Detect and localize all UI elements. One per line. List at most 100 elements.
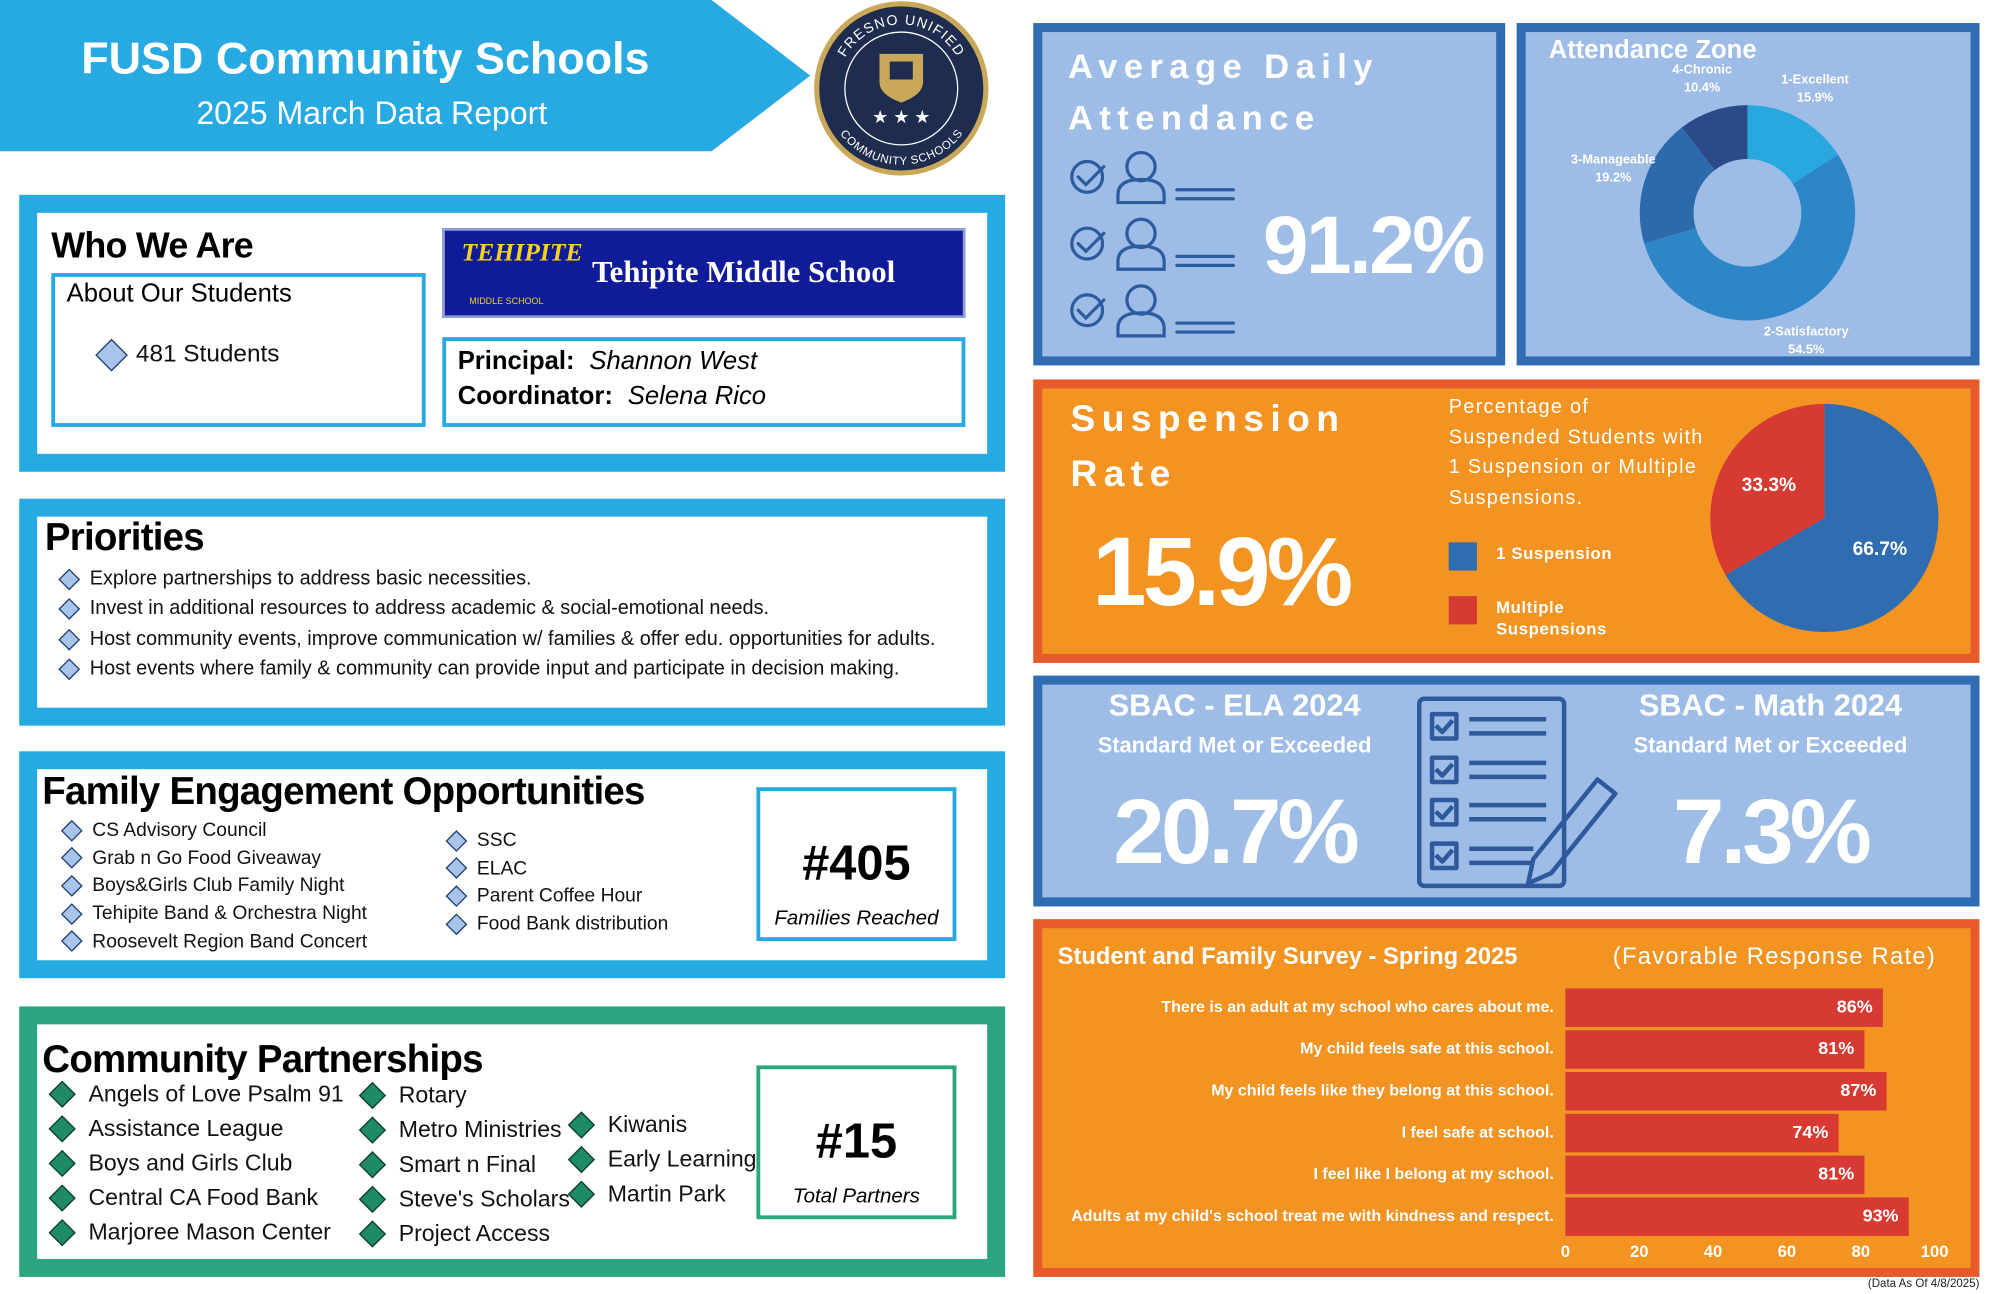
partner-item: Metro Ministries <box>358 1116 562 1144</box>
chart-subtitle: (Favorable Response Rate) <box>1613 944 1936 970</box>
principal-line: Principal: Shannon West <box>458 347 757 376</box>
slice <box>1747 105 1838 184</box>
bar <box>1565 988 1883 1027</box>
partner-item-text: Martin Park <box>607 1180 726 1207</box>
bullet <box>445 857 468 880</box>
families-count-box: #405 Families Reached <box>756 787 957 942</box>
slice-category: 3-Manageable <box>1571 152 1656 167</box>
bar <box>1565 1030 1865 1069</box>
staff-box <box>442 337 966 427</box>
bar <box>1565 1113 1839 1153</box>
header-banner: FUSD Community Schools 2025 March Data R… <box>0 0 811 152</box>
attendance-value: 91.2% <box>1262 198 1485 292</box>
suspension-value: 15.9% <box>1092 517 1353 627</box>
school-logo-sub: MIDDLE SCHOOL <box>469 297 544 307</box>
ela-value: 20.7% <box>1113 780 1359 884</box>
priority-item-text: Explore partnerships to address basic ne… <box>89 567 532 590</box>
coordinator-label: Coordinator: <box>457 382 613 411</box>
principal-name: Shannon West <box>589 347 758 376</box>
bullet <box>48 1149 76 1178</box>
value-label: 74% <box>1792 1122 1828 1142</box>
about-title: About Our Students <box>66 279 292 308</box>
category-label: I feel safe at school. <box>1402 1123 1554 1141</box>
partner-item-text: Central CA Food Bank <box>88 1184 319 1211</box>
partner-item-text: Marjoree Mason Center <box>88 1219 331 1245</box>
priority-item: Invest in additional resources to addres… <box>58 597 770 621</box>
bullet <box>58 598 81 621</box>
partner-item-text: Angels of Love Psalm 91 <box>88 1080 344 1107</box>
math-subtitle: Standard Met or Exceeded <box>1633 733 1908 758</box>
bullet <box>48 1184 76 1212</box>
slice <box>1639 127 1715 244</box>
priority-item-text: Invest in additional resources to addres… <box>89 597 770 620</box>
slice-value-label: 15.9% <box>1797 89 1834 104</box>
engagement-item: Parent Coffee Hour <box>445 885 642 907</box>
ela-title: SBAC - ELA 2024 <box>1108 688 1361 724</box>
priority-item: Explore partnerships to address basic ne… <box>58 567 532 591</box>
bullet <box>60 902 83 925</box>
bullet <box>567 1111 596 1139</box>
ela-subtitle: Standard Met or Exceeded <box>1097 733 1372 758</box>
bullet <box>60 819 83 842</box>
bullet <box>445 912 468 935</box>
slice-value-label: 33.3% <box>1742 475 1796 496</box>
legend-swatch <box>1448 596 1477 625</box>
bullet <box>60 847 83 869</box>
header-title: FUSD Community Schools <box>81 32 649 83</box>
category-label: There is an adult at my school who cares… <box>1161 998 1554 1016</box>
bar <box>1565 1072 1887 1111</box>
bullet <box>358 1151 387 1179</box>
value-label: 93% <box>1863 1205 1899 1225</box>
section-title: Family Engagement Opportunities <box>42 770 645 813</box>
partner-item: Smart n Final <box>358 1151 536 1179</box>
clipboard-icon <box>1416 696 1618 889</box>
school-name: Tehipite Middle School <box>591 256 896 290</box>
partner-item-text: Smart n Final <box>398 1151 536 1177</box>
value-label: 87% <box>1840 1080 1876 1100</box>
engagement-item: Boys&Girls Club Family Night <box>60 874 345 897</box>
priority-item: Host events where family & community can… <box>58 657 900 681</box>
bullet <box>358 1220 387 1248</box>
slice-value-label: 66.7% <box>1853 539 1908 560</box>
x-tick-label: 0 <box>1561 1242 1570 1261</box>
category-label: I feel like I belong at my school. <box>1314 1165 1554 1183</box>
engagement-item: SSC <box>445 829 516 852</box>
category-label: My child feels safe at this school. <box>1300 1040 1554 1058</box>
partner-item-text: Boys and Girls Club <box>88 1149 293 1176</box>
bullet <box>58 628 81 651</box>
value-label: 81% <box>1818 1164 1854 1184</box>
bullet <box>58 658 81 680</box>
partner-item: Early Learning <box>567 1146 757 1174</box>
about-box <box>51 273 426 427</box>
partner-item: Assistance League <box>48 1115 283 1143</box>
engagement-item-text: Boys&Girls Club Family Night <box>92 874 345 897</box>
partner-item: Boys and Girls Club <box>48 1149 293 1178</box>
section-title: Community Partnerships <box>42 1038 483 1081</box>
chart-title: Attendance Zone <box>1549 36 1757 64</box>
category-label: Adults at my child's school treat me wit… <box>1071 1207 1554 1225</box>
principal-label: Principal: <box>457 347 575 376</box>
priority-item-text: Host events where family & community can… <box>89 657 900 680</box>
partner-item: Steve's Scholars <box>358 1185 570 1213</box>
bullet <box>567 1180 596 1208</box>
bullet <box>60 874 83 897</box>
engagement-item-text: ELAC <box>476 857 528 880</box>
slice-category: 1-Excellent <box>1781 71 1849 86</box>
families-count: #405 <box>802 837 911 892</box>
engagement-item: CS Advisory Council <box>60 819 267 842</box>
engagement-item-text: Grab n Go Food Giveaway <box>92 847 322 869</box>
bullet <box>445 829 468 852</box>
header-subtitle: 2025 March Data Report <box>196 95 547 131</box>
attendance-icons <box>1070 150 1235 338</box>
engagement-item: Tehipite Band & Orchestra Night <box>60 902 367 925</box>
x-tick-label: 80 <box>1852 1242 1871 1261</box>
partner-item-text: Metro Ministries <box>398 1116 562 1143</box>
partner-item-text: Kiwanis <box>607 1111 688 1138</box>
legend-label: Multiple Suspensions <box>1496 597 1607 639</box>
math-value: 7.3% <box>1672 780 1872 884</box>
bar <box>1565 1155 1865 1195</box>
engagement-item-text: CS Advisory Council <box>92 819 267 842</box>
